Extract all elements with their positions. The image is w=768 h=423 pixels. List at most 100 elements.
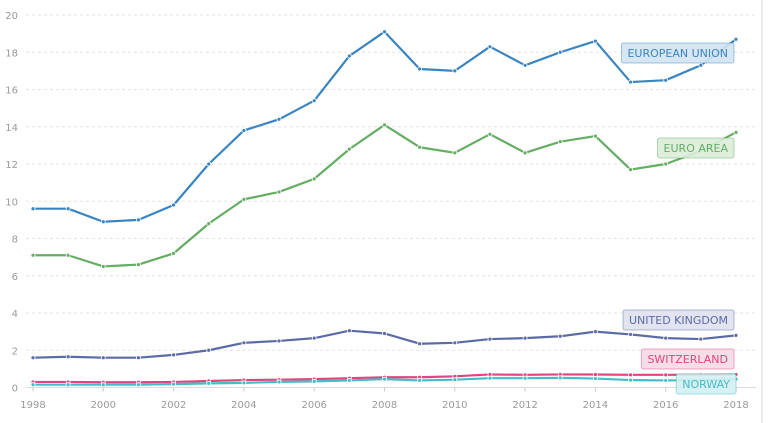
data-point[interactable]	[663, 161, 669, 167]
x-axis: 1998 2000 2002 2004 2006 2008 2010 2012 2014 2016…	[20, 387, 749, 411]
data-point[interactable]	[346, 328, 352, 334]
data-point[interactable]	[276, 189, 282, 195]
series-norway	[30, 375, 739, 388]
data-point[interactable]	[698, 62, 704, 68]
x-tick-label: 2014	[583, 400, 608, 411]
data-point[interactable]	[171, 352, 177, 358]
data-point[interactable]	[311, 176, 317, 182]
data-point[interactable]	[30, 252, 36, 258]
data-point[interactable]	[382, 29, 387, 35]
data-point[interactable]	[557, 375, 563, 381]
data-point[interactable]	[136, 217, 141, 223]
data-point[interactable]	[206, 347, 212, 353]
data-point[interactable]	[276, 379, 282, 385]
data-point[interactable]	[30, 206, 36, 212]
data-point[interactable]	[733, 129, 739, 135]
series-line	[33, 123, 737, 268]
data-point[interactable]	[417, 341, 423, 347]
data-point[interactable]	[487, 44, 493, 50]
data-point[interactable]	[136, 355, 141, 361]
series-label-box	[675, 373, 737, 395]
data-point[interactable]	[346, 53, 352, 59]
data-point[interactable]	[593, 376, 598, 381]
data-point[interactable]	[30, 355, 36, 361]
data-point[interactable]	[382, 376, 387, 382]
data-point[interactable]	[557, 333, 563, 339]
x-tick-label: 2000	[91, 400, 116, 411]
data-point[interactable]	[557, 49, 563, 55]
data-point[interactable]	[100, 355, 106, 361]
data-point[interactable]	[593, 329, 598, 335]
data-point[interactable]	[65, 206, 71, 212]
series-label-box	[620, 42, 735, 64]
data-point[interactable]	[733, 332, 739, 338]
data-point[interactable]	[628, 79, 633, 85]
data-point[interactable]	[65, 382, 71, 388]
data-point[interactable]	[136, 382, 141, 388]
data-point[interactable]	[487, 336, 493, 342]
data-point[interactable]	[276, 338, 282, 344]
data-point[interactable]	[522, 62, 528, 68]
label-switzerland: SWITZERLAND	[640, 348, 735, 370]
data-point[interactable]	[452, 150, 458, 156]
label-european-union: EUROPEAN UNION	[620, 42, 735, 64]
data-point[interactable]	[136, 262, 141, 267]
x-tick-label: 2006	[301, 400, 326, 411]
data-point[interactable]	[100, 219, 106, 225]
data-point[interactable]	[487, 375, 493, 381]
data-point[interactable]	[452, 340, 458, 346]
data-point[interactable]	[663, 378, 669, 383]
data-point[interactable]	[452, 377, 458, 383]
data-point[interactable]	[171, 250, 177, 256]
data-point[interactable]	[206, 221, 212, 227]
series-united-kingdom	[30, 328, 739, 361]
data-point[interactable]	[593, 38, 598, 44]
data-point[interactable]	[65, 252, 71, 258]
data-point[interactable]	[311, 98, 317, 104]
data-point[interactable]	[522, 335, 528, 341]
data-point[interactable]	[171, 381, 177, 387]
data-point[interactable]	[241, 380, 247, 386]
data-point[interactable]	[100, 264, 106, 269]
data-point[interactable]	[663, 77, 669, 83]
data-point[interactable]	[522, 150, 528, 156]
x-tick-label: 2010	[442, 400, 467, 411]
data-point[interactable]	[417, 378, 423, 383]
data-point[interactable]	[417, 144, 423, 150]
data-point[interactable]	[65, 354, 71, 360]
data-point[interactable]	[628, 167, 633, 172]
data-point[interactable]	[593, 372, 598, 377]
data-point[interactable]	[663, 335, 669, 341]
data-point[interactable]	[206, 381, 212, 386]
data-point[interactable]	[311, 335, 317, 341]
data-point[interactable]	[311, 378, 317, 384]
data-point[interactable]	[100, 382, 106, 388]
data-point[interactable]	[522, 375, 528, 381]
series-label-text: EURO AREA	[664, 142, 729, 155]
data-point[interactable]	[487, 131, 493, 137]
data-point[interactable]	[698, 336, 704, 342]
data-point[interactable]	[241, 196, 247, 202]
y-tick-label: 0	[12, 384, 18, 395]
data-point[interactable]	[241, 128, 247, 133]
data-point[interactable]	[346, 378, 352, 383]
data-point[interactable]	[241, 340, 247, 346]
data-point[interactable]	[628, 332, 633, 337]
data-point[interactable]	[382, 331, 387, 336]
data-point[interactable]	[557, 139, 563, 145]
series-label-text: UNITED KINGDOM	[629, 314, 728, 327]
data-point[interactable]	[30, 382, 36, 388]
data-point[interactable]	[346, 146, 352, 152]
data-point[interactable]	[593, 133, 598, 139]
data-point[interactable]	[206, 161, 212, 167]
data-point[interactable]	[417, 66, 423, 72]
data-point[interactable]	[733, 36, 739, 42]
data-point[interactable]	[452, 68, 458, 74]
data-point[interactable]	[171, 202, 177, 208]
data-point[interactable]	[382, 122, 387, 128]
data-point[interactable]	[628, 377, 633, 383]
series-lines	[30, 29, 739, 388]
data-point[interactable]	[628, 372, 633, 378]
data-point[interactable]	[276, 116, 282, 122]
data-point[interactable]	[663, 372, 669, 378]
